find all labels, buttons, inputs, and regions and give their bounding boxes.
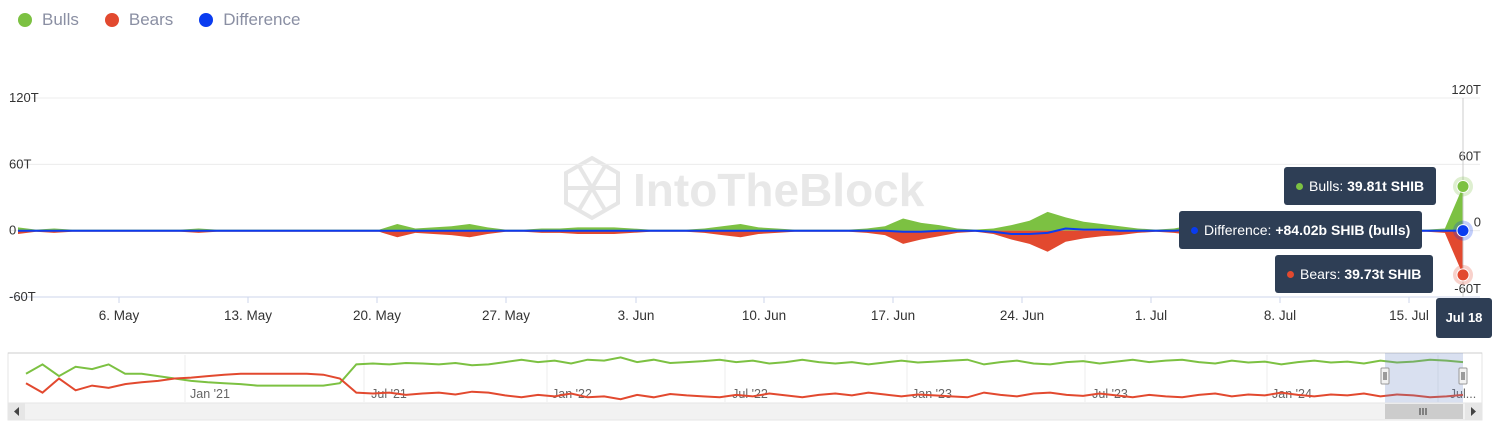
y-axis: 120T 60T 0 -60T 120T 60T 0 -60T: [9, 82, 1481, 304]
difference-tooltip-bullet: [1191, 226, 1198, 234]
navigator-tick-label: Jul...: [1450, 387, 1476, 401]
bears-tooltip-bullet: [1287, 270, 1294, 278]
y-tick-right: -60T: [1454, 281, 1481, 296]
bears-legend-marker: [104, 13, 119, 27]
x-tick-label: 13. May: [224, 308, 272, 323]
difference-legend-label: Difference: [223, 10, 301, 29]
navigator-bulls-line: [25, 356, 1464, 387]
navigator-handle-right[interactable]: [1458, 367, 1468, 385]
bulls-marker: [1456, 179, 1470, 193]
x-tick-label: 6. May: [99, 308, 140, 323]
x-tick-label: 1. Jul: [1135, 308, 1167, 323]
navigator-selection[interactable]: [1385, 353, 1463, 403]
y-tick-right: 60T: [1459, 148, 1481, 163]
watermark-logo-icon: [564, 155, 620, 221]
difference-legend-marker: [199, 13, 214, 27]
navigator-tick-label: Jul '22: [732, 387, 768, 401]
bulls-tooltip-label: Bulls:: [1309, 178, 1348, 194]
bulls-legend-marker: [18, 13, 32, 27]
scrollbar-thumb[interactable]: [1385, 404, 1463, 419]
y-tick-left: 0: [9, 223, 16, 238]
chevron-left-icon: [14, 407, 19, 416]
x-axis: 6. May 13. May 20. May 27. May 3. Jun 10. Jun…: [99, 297, 1429, 323]
y-tick-left: 60T: [9, 156, 31, 171]
bears-tooltip: Bears: 39.73t SHIB: [1275, 255, 1434, 293]
y-tick-left: -60T: [9, 289, 36, 304]
chart-legend: Bulls Bears Difference: [18, 10, 300, 30]
legend-item-bears[interactable]: Bears: [104, 10, 174, 30]
bears-marker: [1456, 268, 1470, 282]
y-tick-right: 120T: [1451, 82, 1481, 97]
navigator-tick-label: Jan '21: [190, 387, 230, 401]
difference-tooltip-label: Difference:: [1204, 222, 1276, 238]
x-tick-label: 20. May: [353, 308, 401, 323]
watermark-text: IntoTheBlock: [633, 164, 925, 216]
navigator-handle-left[interactable]: [1380, 367, 1390, 385]
x-tick-label: 24. Jun: [1000, 308, 1044, 323]
bears-tooltip-label: Bears:: [1300, 266, 1345, 282]
difference-tooltip-value: +84.02b SHIB (bulls): [1275, 222, 1411, 238]
x-tick-label: 8. Jul: [1264, 308, 1296, 323]
bulls-tooltip-bullet: [1296, 182, 1303, 190]
watermark: IntoTheBlock: [564, 155, 925, 221]
x-tick-label: 3. Jun: [618, 308, 655, 323]
bulls-legend-label: Bulls: [42, 10, 79, 29]
bears-legend-label: Bears: [128, 10, 174, 29]
y-tick-right: 0: [1474, 215, 1481, 230]
difference-tooltip: Difference: +84.02b SHIB (bulls): [1179, 211, 1423, 249]
difference-marker: [1456, 224, 1470, 238]
x-tick-label: 27. May: [482, 308, 530, 323]
y-tick-left: 120T: [9, 90, 39, 105]
navigator[interactable]: Jan '21 Jul '21 Jan '22 Jul '22 Jan '23 Jul '…: [7, 352, 1483, 421]
chevron-right-icon: [1471, 407, 1476, 416]
navigator-tick-label: Jul '21: [371, 387, 407, 401]
navigator-bears-line: [25, 372, 1464, 401]
bears-tooltip-value: 39.73t SHIB: [1344, 266, 1422, 282]
x-tick-label: 17. Jun: [871, 308, 915, 323]
legend-item-difference[interactable]: Difference: [199, 10, 300, 30]
legend-item-bulls[interactable]: Bulls: [18, 10, 79, 30]
bulls-tooltip: Bulls: 39.81t SHIB: [1284, 167, 1437, 205]
hover-markers: [1453, 98, 1473, 297]
x-tick-label: 15. Jul: [1389, 308, 1429, 323]
bulls-tooltip-value: 39.81t SHIB: [1347, 178, 1425, 194]
x-tick-label: 10. Jun: [742, 308, 786, 323]
scrollbar-track[interactable]: [7, 402, 1483, 421]
date-tooltip: Jul 18: [1436, 298, 1492, 338]
navigator-tick-label: Jan '23: [912, 387, 952, 401]
